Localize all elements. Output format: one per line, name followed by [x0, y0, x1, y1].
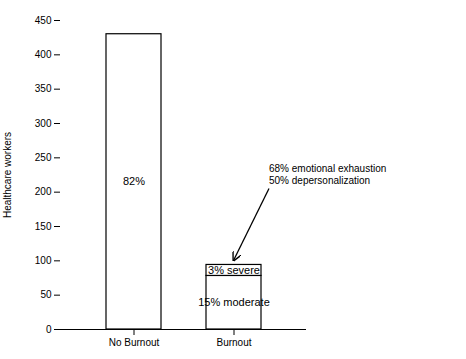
svg-text:450: 450	[35, 15, 52, 26]
svg-text:250: 250	[35, 152, 52, 163]
svg-text:100: 100	[35, 255, 52, 266]
svg-text:0: 0	[46, 324, 52, 335]
svg-text:15% moderate: 15% moderate	[198, 296, 270, 308]
svg-text:82%: 82%	[123, 175, 145, 187]
svg-text:300: 300	[35, 118, 52, 129]
svg-text:No Burnout: No Burnout	[109, 337, 160, 348]
svg-text:50: 50	[40, 289, 52, 300]
svg-text:200: 200	[35, 186, 52, 197]
svg-text:350: 350	[35, 83, 52, 94]
svg-text:Healthcare workers: Healthcare workers	[2, 132, 13, 218]
svg-text:400: 400	[35, 49, 52, 60]
svg-text:68% emotional exhaustion50% de: 68% emotional exhaustion50% depersonaliz…	[269, 163, 386, 186]
svg-text:150: 150	[35, 221, 52, 232]
svg-text:Burnout: Burnout	[216, 337, 251, 348]
svg-text:3% severe: 3% severe	[208, 264, 260, 276]
